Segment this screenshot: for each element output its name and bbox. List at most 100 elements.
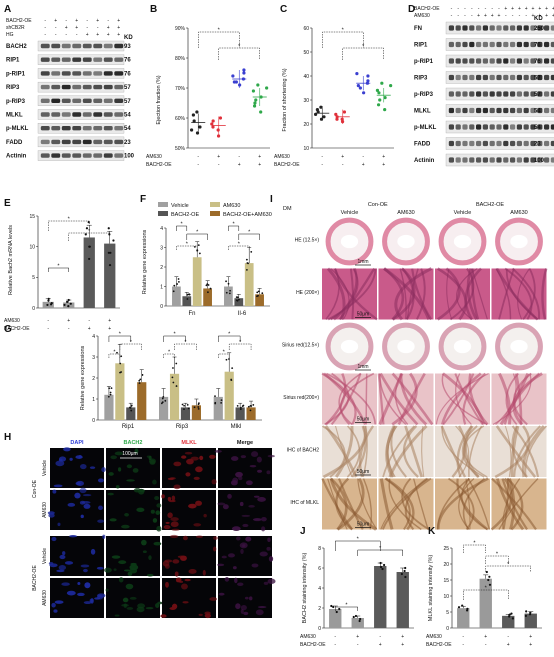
blot-band: [40, 98, 50, 103]
data-point: [109, 251, 112, 254]
blot-band: [82, 71, 92, 76]
treat-sign: +: [238, 162, 241, 168]
cell-signal: [150, 509, 155, 514]
data-point: [227, 282, 230, 285]
blot-band: [114, 43, 124, 49]
blot-band: [40, 139, 50, 145]
data-point: [510, 612, 513, 615]
cell-signal: [110, 455, 117, 460]
cell-signal: [242, 544, 246, 548]
cell-signal: [170, 517, 179, 522]
blot-band: [544, 74, 550, 81]
cell-signal: [113, 568, 117, 571]
blot-band: [516, 107, 522, 114]
blot-band: [40, 112, 50, 117]
blot-band: [40, 71, 50, 76]
data-point: [67, 305, 70, 308]
cell-signal: [149, 459, 156, 465]
data-point: [225, 291, 228, 294]
data-point: [210, 122, 214, 126]
row-label: IHC of BACH2: [287, 448, 319, 454]
data-point: [207, 284, 210, 286]
y-tick-label: 5: [446, 610, 449, 616]
blot-band: [40, 84, 50, 90]
blot-band: [503, 124, 509, 130]
blot-band: [448, 124, 454, 130]
data-point: [525, 610, 528, 613]
cell-signal: [152, 518, 158, 523]
tissue-fiber: [464, 267, 482, 321]
blot-band: [537, 157, 543, 163]
tissue-fiber: [468, 425, 483, 478]
blot-band: [469, 107, 475, 114]
cell-signal: [235, 471, 243, 478]
y-tick-label: 0: [160, 304, 163, 310]
blot-band: [537, 58, 543, 64]
tissue-fiber: [522, 268, 536, 321]
data-point: [238, 298, 240, 301]
data-point: [214, 395, 216, 398]
treat-sign: -: [334, 642, 336, 648]
blot-band: [469, 58, 475, 64]
y-tick-label: 1: [160, 284, 163, 290]
cell-signal: [77, 581, 81, 586]
data-point: [197, 244, 200, 247]
blot-band: [544, 107, 550, 114]
data-point: [250, 250, 253, 253]
cell-signal: [181, 583, 188, 590]
cell-signal: [242, 523, 249, 528]
cell-signal: [54, 600, 64, 604]
panel-c: C 10 20 30 40 50 60 * * AM630 - + - + BACH2-OE - - + + Fr…: [274, 4, 394, 168]
tissue-fiber: [338, 372, 362, 426]
panel-a-blots: BACH2 93 RIP1 76 p-RIP1 76 RIP3 57 p-RIP3 57 MLKL 5…: [6, 40, 135, 161]
lane-sign: +: [545, 6, 548, 12]
blot-band: [496, 157, 502, 163]
y-tick-label: 10: [29, 244, 35, 250]
data-point: [141, 374, 144, 376]
cell-signal: [244, 596, 249, 600]
blot-band: [516, 41, 522, 48]
cell-signal: [107, 492, 114, 496]
blot-label: BACH2: [6, 44, 27, 50]
sig-star: *: [362, 44, 365, 50]
bar: [396, 572, 409, 628]
lane-sign: -: [471, 13, 473, 19]
tissue-fiber: [358, 425, 375, 478]
y-tick-label: 6: [318, 566, 321, 572]
bar: [224, 371, 234, 420]
data-point: [177, 278, 180, 280]
sig-bracket: [68, 232, 110, 241]
tissue-fiber: [382, 425, 415, 478]
y-tick-label: 20: [443, 562, 449, 568]
cell-signal: [161, 494, 165, 499]
cell-signal: [182, 601, 189, 604]
sig-star: *: [68, 217, 71, 223]
blot-band: [482, 58, 488, 64]
data-point: [379, 565, 383, 569]
kd-value: 93: [124, 44, 131, 50]
bar: [255, 294, 264, 306]
tissue-fiber: [524, 425, 547, 478]
blot-band: [503, 58, 509, 64]
tissue-fiber: [404, 425, 424, 478]
cell-signal: [209, 454, 216, 459]
channel-header: BACH2: [124, 440, 143, 446]
panel-letter-d: D: [408, 4, 415, 15]
cell-signal: [80, 564, 90, 568]
data-point: [340, 117, 344, 121]
blot-band: [489, 41, 495, 48]
sig-bracket: [322, 31, 364, 48]
y-tick-label: 90%: [175, 26, 186, 32]
cell-signal: [90, 548, 96, 555]
tissue-fiber: [388, 478, 422, 531]
treat-sign: +: [362, 162, 365, 168]
blot-label: FADD: [6, 140, 23, 146]
col-header: AM630: [397, 210, 414, 216]
data-point: [109, 391, 112, 394]
cell-signal: [183, 535, 188, 541]
sig-bracket: [335, 540, 381, 551]
cell-signal: [126, 464, 132, 469]
data-point: [175, 385, 178, 387]
data-point: [322, 115, 326, 119]
cell-signal: [240, 609, 244, 614]
